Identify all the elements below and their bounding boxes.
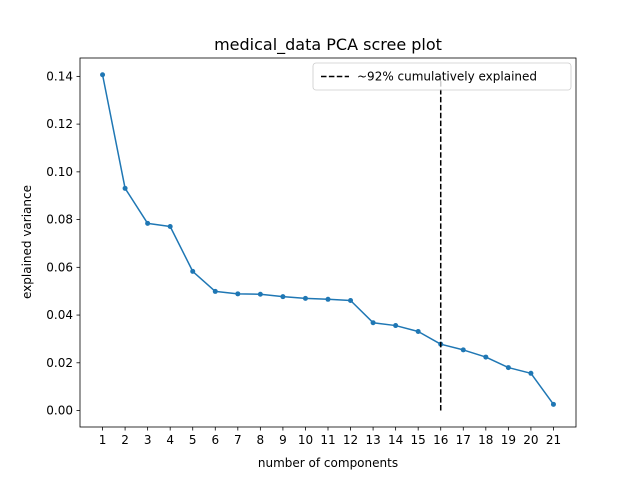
x-tick-label: 20 <box>523 433 538 447</box>
data-point <box>122 185 128 191</box>
data-point <box>460 347 466 353</box>
x-tick-label: 19 <box>501 433 516 447</box>
y-tick-label: 0.12 <box>46 117 73 131</box>
x-tick-label: 3 <box>144 433 152 447</box>
x-tick-label: 6 <box>211 433 219 447</box>
x-tick-label: 14 <box>388 433 403 447</box>
plot-area: 1 2 3 4 5 6 7 8 9 10 11 12 13 14 15 16 17 18 19 20 210.000.0… <box>46 57 577 447</box>
y-tick-label: 0.14 <box>46 69 73 83</box>
x-tick-label: 12 <box>343 433 358 447</box>
data-point <box>257 291 263 297</box>
x-tick-label: 15 <box>411 433 426 447</box>
data-point <box>145 220 151 226</box>
y-tick-label: 0.02 <box>46 356 73 370</box>
data-point <box>235 291 241 297</box>
x-tick-label: 10 <box>298 433 313 447</box>
data-point <box>415 329 421 335</box>
data-point <box>280 294 286 300</box>
y-tick-label: 0.10 <box>46 165 73 179</box>
x-tick-label: 9 <box>279 433 287 447</box>
plot-frame <box>79 57 577 428</box>
data-point <box>167 224 173 230</box>
data-point <box>302 295 308 301</box>
x-tick-label: 21 <box>546 433 561 447</box>
data-point <box>550 401 556 407</box>
x-axis-label: number of components <box>258 456 398 470</box>
y-axis-label: explained variance <box>20 185 34 299</box>
data-point <box>325 296 331 302</box>
x-tick-label: 7 <box>234 433 242 447</box>
chart-title: medical_data PCA scree plot <box>214 35 442 55</box>
data-point <box>190 268 196 274</box>
data-point <box>393 323 399 329</box>
y-tick-label: 0.06 <box>46 260 73 274</box>
y-tick-label: 0.00 <box>46 404 73 418</box>
x-tick-label: 5 <box>189 433 197 447</box>
legend-box <box>312 62 572 91</box>
x-tick-label: 11 <box>320 433 335 447</box>
x-tick-label: 8 <box>257 433 265 447</box>
x-tick-label: 16 <box>433 433 448 447</box>
legend: ~92% cumulatively explained <box>312 62 572 91</box>
data-point <box>348 297 354 303</box>
x-tick-label: 2 <box>121 433 129 447</box>
data-point <box>505 365 511 371</box>
x-tick-label: 1 <box>99 433 107 447</box>
x-tick-label: 13 <box>365 433 380 447</box>
data-point <box>370 320 376 326</box>
legend-label: ~92% cumulatively explained <box>357 70 537 84</box>
data-point <box>100 72 106 78</box>
data-point <box>212 288 218 294</box>
x-tick-label: 18 <box>478 433 493 447</box>
x-tick-label: 17 <box>456 433 471 447</box>
y-tick-label: 0.08 <box>46 213 73 227</box>
data-point <box>528 370 534 376</box>
y-tick-label: 0.04 <box>46 308 73 322</box>
x-tick-label: 4 <box>166 433 174 447</box>
data-point <box>483 354 489 360</box>
